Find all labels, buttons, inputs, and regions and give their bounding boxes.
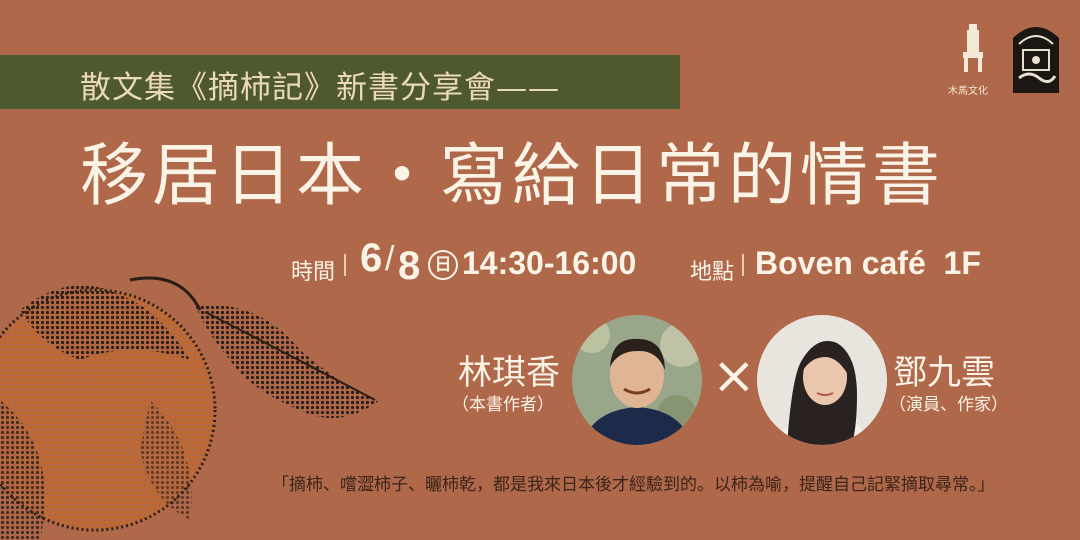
main-title: 移居日本・寫給日常的情書 (80, 137, 945, 216)
banner-subtitle: 散文集《摘柿記》新書分享會—— (80, 70, 560, 106)
book-quote: 「摘柿、嚐澀柿子、曬柿乾，都是我來日本後才經驗到的。以柿為喻，提醒自己記緊摘取尋… (272, 475, 995, 495)
publisher-logo-text: 木馬文化 (948, 86, 988, 97)
banner-strip (0, 55, 680, 109)
speaker-1-name: 林琪香 (458, 353, 560, 393)
speaker-1-role: （本書作者） (452, 395, 554, 415)
place-separator (742, 254, 744, 276)
speaker-2-role: （演員、作家） (889, 395, 1008, 415)
speaker-2-name: 鄧九雲 (893, 353, 995, 393)
event-time: 14:30-16:00 (462, 245, 637, 281)
time-label: 時間 (291, 260, 336, 285)
date-month: 6 (360, 236, 383, 280)
event-place: Boven café 1F (755, 245, 981, 281)
cafe-emblem-icon (1013, 27, 1059, 93)
date-slash: / (385, 240, 395, 278)
cross-symbol: × (712, 346, 756, 406)
weekday-badge: 日 (428, 250, 458, 280)
persimmon-illustration (0, 276, 380, 540)
time-separator (344, 254, 346, 276)
speaker-2-photo (757, 315, 887, 445)
speaker-1-photo (572, 315, 702, 445)
publisher-horse-icon (963, 24, 983, 72)
date-day: 8 (398, 244, 421, 288)
place-label: 地點 (690, 260, 735, 285)
